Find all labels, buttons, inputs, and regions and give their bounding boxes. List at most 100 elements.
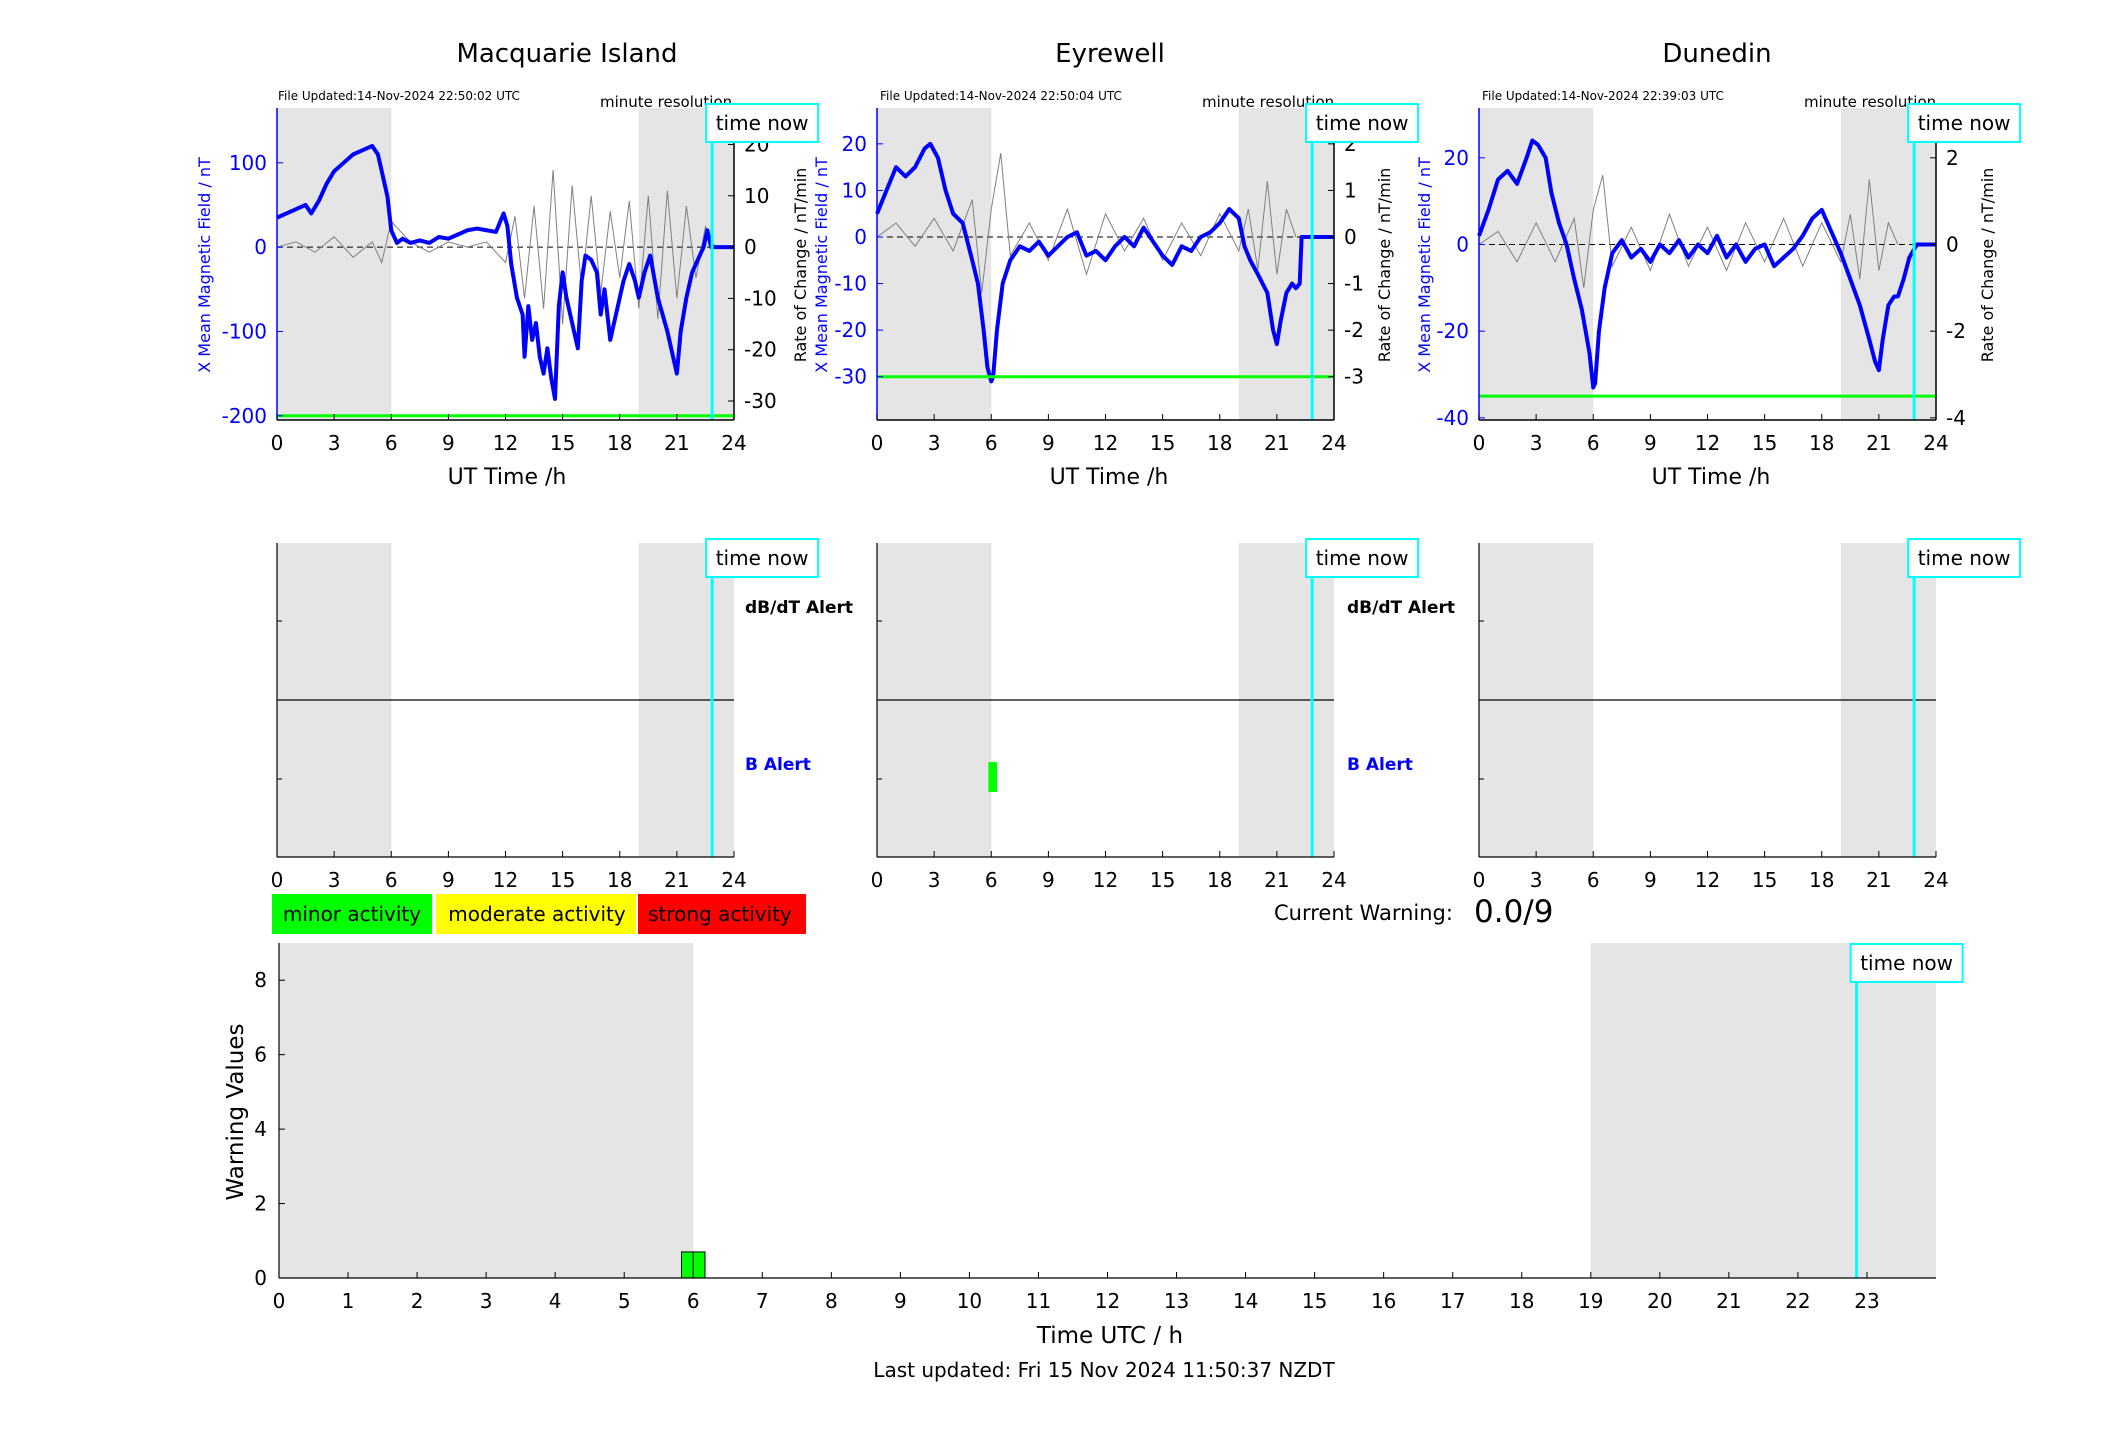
x-tick-label: 6 xyxy=(1587,431,1600,455)
y-tick-label: 0 xyxy=(254,235,267,259)
y2-tick-label: 2 xyxy=(1946,146,1959,170)
legend-swatch-minor xyxy=(272,894,432,934)
x-tick-label: 12 xyxy=(1695,431,1720,455)
y-axis-label: X Mean Magnetic Field / nT xyxy=(195,157,214,373)
resolution-text: minute resolution xyxy=(1202,93,1334,111)
time-now-box xyxy=(1907,103,2022,143)
x-tick-label: 9 xyxy=(894,1289,907,1313)
y2-tick-label: -2 xyxy=(1344,318,1364,342)
x-tick-label: 0 xyxy=(271,431,284,455)
time-now-label: time now xyxy=(1316,111,1409,135)
y2-tick-label: -3 xyxy=(1344,365,1364,389)
y2-tick-label: -30 xyxy=(744,389,777,413)
y2-tick-label: -10 xyxy=(744,286,777,310)
night-shade xyxy=(279,943,694,1278)
x-tick-label: 12 xyxy=(1093,868,1118,892)
station-panel-eyrewell: Eyrewell File Updated:14-Nov-2024 22:50:… xyxy=(812,39,1420,490)
x-tick-label: 0 xyxy=(271,868,284,892)
x-tick-label: 6 xyxy=(687,1289,700,1313)
y2-axis-label: Rate of Change / nT/min xyxy=(1978,168,1997,363)
warning-values-chart: Time UTC / h Warning Values 0 1 2 3 4 5 6 7 8 9 10… xyxy=(223,943,1964,1349)
x-tick-label: 12 xyxy=(1695,868,1720,892)
x-tick-label: 0 xyxy=(273,1289,286,1313)
y-axis-label: X Mean Magnetic Field / nT xyxy=(812,157,831,373)
dbdt-alert-label: dB/dT Alert xyxy=(1347,598,1455,618)
x-tick-label: 15 xyxy=(1150,431,1175,455)
y-axis-label: Warning Values xyxy=(223,1023,249,1200)
y-tick-label: 20 xyxy=(842,132,867,156)
resolution-text: minute resolution xyxy=(600,93,732,111)
x-tick-label: 10 xyxy=(957,1289,982,1313)
y-tick-label: -20 xyxy=(834,318,867,342)
x-axis-label: UT Time /h xyxy=(1652,465,1771,490)
y2-tick-label: 10 xyxy=(744,184,769,208)
b-alert-label: B Alert xyxy=(745,755,811,775)
y2-tick-label: -1 xyxy=(1344,272,1364,296)
y-tick-label: 0 xyxy=(254,1266,267,1290)
y-tick-label: 0 xyxy=(1456,233,1469,257)
magnetic-field-line xyxy=(875,141,1334,384)
x-tick-label: 19 xyxy=(1578,1289,1603,1313)
x-tick-label: 0 xyxy=(871,868,884,892)
legend-label-minor: minor activity xyxy=(283,902,421,926)
x-tick-label: 4 xyxy=(549,1289,562,1313)
y-axis-label: X Mean Magnetic Field / nT xyxy=(1415,157,1434,373)
legend-label-moderate: moderate activity xyxy=(448,902,626,926)
y2-tick-label: 0 xyxy=(1344,225,1357,249)
x-tick-label: 24 xyxy=(1321,868,1346,892)
station-title: Eyrewell xyxy=(1055,39,1165,69)
field-plot: 0 3 6 9 12 15 18 21 24-30-20-1001020-3-2-1012tim… xyxy=(834,103,1420,455)
file-updated-text: File Updated:14-Nov-2024 22:50:04 UTC xyxy=(880,89,1122,103)
x-tick-label: 6 xyxy=(1587,868,1600,892)
night-shade xyxy=(277,108,392,420)
y-tick-label: 8 xyxy=(254,968,267,992)
y-tick-label: -20 xyxy=(1436,319,1469,343)
x-tick-label: 23 xyxy=(1854,1289,1879,1313)
x-axis-label: UT Time /h xyxy=(448,465,567,490)
station-title: Macquarie Island xyxy=(456,39,677,69)
x-tick-label: 21 xyxy=(1264,431,1289,455)
y-tick-label: -10 xyxy=(834,272,867,296)
x-tick-label: 0 xyxy=(1473,868,1486,892)
x-tick-label: 3 xyxy=(928,431,941,455)
alert-panel-dunedin: 0 3 6 9 12 15 18 21 24 time now xyxy=(1473,538,2022,892)
y-tick-label: -200 xyxy=(222,404,267,428)
magnetic-field-line xyxy=(276,143,734,401)
warning-bar xyxy=(681,1251,694,1279)
x-tick-label: 9 xyxy=(442,431,455,455)
x-tick-label: 2 xyxy=(411,1289,424,1313)
legend-swatch-strong xyxy=(638,894,806,934)
x-tick-label: 15 xyxy=(1302,1289,1327,1313)
b-alert-label: B Alert xyxy=(1347,755,1413,775)
y2-tick-label: 0 xyxy=(744,235,757,259)
time-now-box xyxy=(1907,538,2022,578)
alert-row: dB/dT Alert B Alert dB/dT Alert B Alert … xyxy=(271,538,2022,892)
x-tick-label: 18 xyxy=(1509,1289,1534,1313)
x-tick-label: 18 xyxy=(607,868,632,892)
station-panel-dunedin: Dunedin File Updated:14-Nov-2024 22:39:0… xyxy=(1415,39,2022,490)
night-shade xyxy=(638,108,734,420)
x-tick-label: 9 xyxy=(1042,431,1055,455)
x-tick-label: 9 xyxy=(1644,431,1657,455)
time-now-box xyxy=(705,103,820,143)
y-tick-label: 2 xyxy=(254,1192,267,1216)
x-tick-label: 3 xyxy=(328,431,341,455)
legend-swatch-moderate xyxy=(436,894,636,934)
x-tick-label: 9 xyxy=(1644,868,1657,892)
current-warning-value: 0.0/9 xyxy=(1474,894,1553,930)
x-tick-label: 6 xyxy=(385,431,398,455)
x-tick-label: 3 xyxy=(328,868,341,892)
x-tick-label: 6 xyxy=(385,868,398,892)
x-tick-label: 0 xyxy=(871,431,884,455)
time-now-label: time now xyxy=(716,546,809,570)
x-tick-label: 13 xyxy=(1164,1289,1189,1313)
file-updated-text: File Updated:14-Nov-2024 22:50:02 UTC xyxy=(278,89,520,103)
y-tick-label: 4 xyxy=(254,1117,267,1141)
x-tick-label: 6 xyxy=(985,868,998,892)
dbdt-alert-label: dB/dT Alert xyxy=(745,598,853,618)
time-now-box xyxy=(1305,538,1420,578)
x-tick-label: 1 xyxy=(342,1289,355,1313)
y2-axis-label: Rate of Change / nT/min xyxy=(1375,168,1394,363)
